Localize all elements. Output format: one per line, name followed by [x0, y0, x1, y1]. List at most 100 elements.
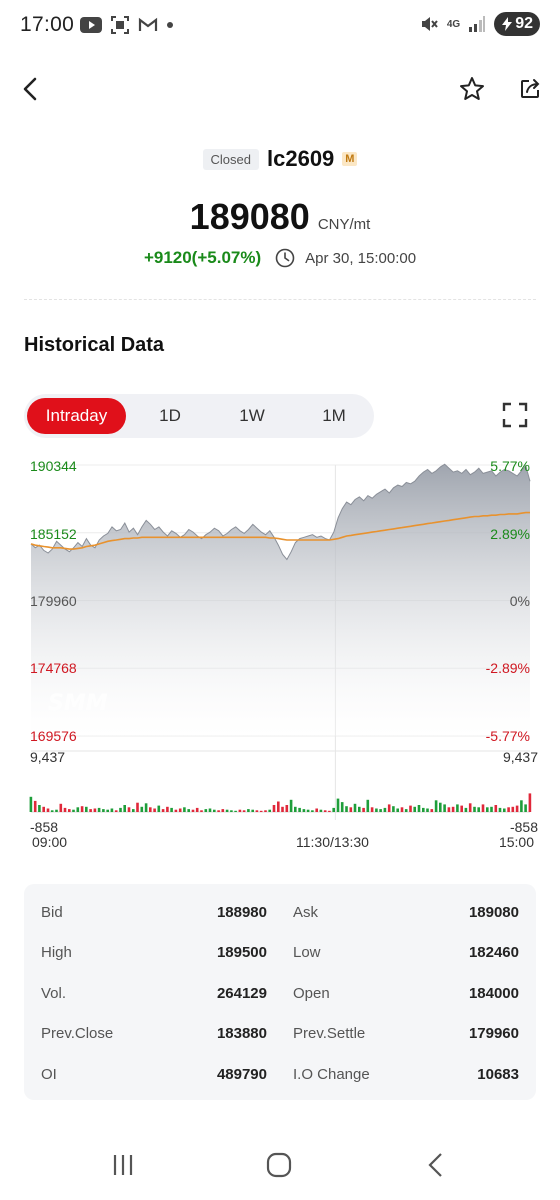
stats-row: Vol. 264129 Open 184000 — [24, 985, 536, 1005]
volume-bar — [464, 807, 468, 812]
volume-bar — [430, 809, 434, 812]
price-area — [31, 464, 530, 736]
change-row: +9120(+5.07%) Apr 30, 15:00:00 — [0, 248, 560, 268]
star-icon — [460, 77, 484, 100]
volume-bar — [170, 807, 173, 812]
system-icons: 4G 92 — [419, 12, 540, 36]
tab-1w[interactable]: 1W — [239, 406, 265, 425]
tab-intraday[interactable]: Intraday — [27, 398, 126, 434]
volume-bar — [242, 810, 246, 812]
volume-bar — [149, 807, 152, 812]
volume-bar — [247, 809, 250, 812]
prev-settle-label: Prev.Settle — [293, 1025, 366, 1042]
volume-bar — [114, 810, 118, 812]
charging-icon — [502, 17, 513, 31]
volume-bar — [166, 806, 169, 812]
volume-bar — [451, 806, 455, 812]
price-axis-label: 190344 — [30, 458, 77, 474]
volume-bar — [225, 809, 229, 812]
volume-bar — [298, 807, 301, 812]
fullscreen-button[interactable] — [500, 400, 530, 430]
volume-bar — [340, 802, 344, 812]
volume-bar — [358, 806, 361, 812]
volume-bar — [439, 802, 442, 812]
volume-bar — [302, 809, 306, 812]
volume-bar — [272, 805, 276, 812]
prev-close-value: 183880 — [216, 1025, 267, 1042]
volume-bar — [204, 809, 208, 812]
volume-bar — [153, 808, 156, 812]
ask-value: 189080 — [468, 904, 519, 921]
volume-bar — [417, 805, 421, 812]
quote-stats-card: Bid 188980 Ask 189080 High 189500 Low 18… — [24, 884, 536, 1100]
volume-bar — [422, 807, 425, 812]
tab-1m[interactable]: 1M — [322, 406, 346, 425]
back-arrow-icon — [23, 77, 37, 101]
percent-axis-label: 2.89% — [490, 526, 530, 542]
volume-bar — [200, 810, 203, 812]
volume-bar — [251, 809, 254, 812]
volume-bar — [481, 804, 485, 812]
percent-axis-label: 0% — [509, 593, 530, 609]
volume-bar — [268, 809, 271, 812]
volume-bar — [85, 806, 88, 812]
volume-bar — [178, 808, 182, 812]
volume-bar — [29, 796, 33, 812]
volume-bar — [370, 807, 374, 812]
stats-row: OI 489790 I.O Change 10683 — [24, 1066, 536, 1086]
stats-row: High 189500 Low 182460 — [24, 944, 536, 964]
intraday-chart[interactable]: SMM 190344 185152 179960 174768 169576 5… — [0, 450, 560, 860]
volume-bar — [383, 807, 387, 812]
price-change: +9120(+5.07%) — [143, 248, 262, 267]
volume-max-label: 9,437 — [30, 749, 66, 765]
last-price: 189080 — [189, 196, 310, 237]
favorite-button[interactable] — [455, 72, 489, 106]
volume-bar — [102, 809, 105, 812]
volume-bar — [72, 809, 75, 812]
tab-1d[interactable]: 1D — [159, 406, 181, 425]
high-label: High — [41, 944, 72, 961]
volume-bars — [29, 793, 532, 812]
open-value: 184000 — [468, 985, 519, 1002]
volume-bar — [528, 793, 532, 812]
volume-bar — [140, 806, 144, 812]
volume-bar — [230, 810, 233, 812]
nav-back-icon[interactable] — [424, 1152, 450, 1178]
share-button[interactable] — [513, 72, 547, 106]
prev-close-label: Prev.Close — [41, 1025, 114, 1042]
volume-bar — [213, 809, 216, 812]
volume-bar — [400, 807, 404, 812]
signal-icon — [469, 16, 486, 32]
volume-bar — [238, 809, 242, 812]
price-axis-label: 185152 — [30, 526, 77, 542]
app-header — [0, 60, 560, 116]
recent-apps-icon[interactable] — [110, 1152, 136, 1178]
price-unit: CNY/mt — [317, 216, 371, 233]
battery-indicator: 92 — [494, 12, 540, 36]
home-icon[interactable] — [266, 1152, 292, 1178]
open-label: Open — [293, 985, 330, 1002]
volume-bar — [349, 807, 353, 812]
volume-bar — [110, 808, 114, 812]
percent-axis-label: -2.89% — [485, 660, 530, 676]
historical-data-title: Historical Data — [24, 334, 165, 356]
network-label: 4G — [446, 18, 461, 30]
volume-bar — [195, 807, 199, 812]
battery-level: 92 — [515, 15, 533, 32]
time-axis-end: 15:00 — [498, 834, 534, 850]
volume-bar — [503, 808, 506, 812]
back-button[interactable] — [14, 72, 48, 106]
system-nav-bar — [0, 1140, 560, 1190]
volume-min-label: -858 — [30, 819, 59, 835]
volume-bar — [396, 808, 399, 812]
volume-bar — [136, 802, 139, 812]
volume-bar — [379, 809, 382, 812]
oi-change-value: 10683 — [477, 1066, 519, 1083]
volume-bar — [498, 807, 502, 812]
instrument-title: Closed lc2609 M — [0, 146, 560, 172]
volume-label: Vol. — [41, 985, 67, 1002]
volume-bar — [187, 809, 190, 812]
volume-bar — [515, 805, 519, 812]
status-bar: 17:00 4G 92 — [0, 0, 560, 50]
volume-bar — [468, 803, 472, 812]
